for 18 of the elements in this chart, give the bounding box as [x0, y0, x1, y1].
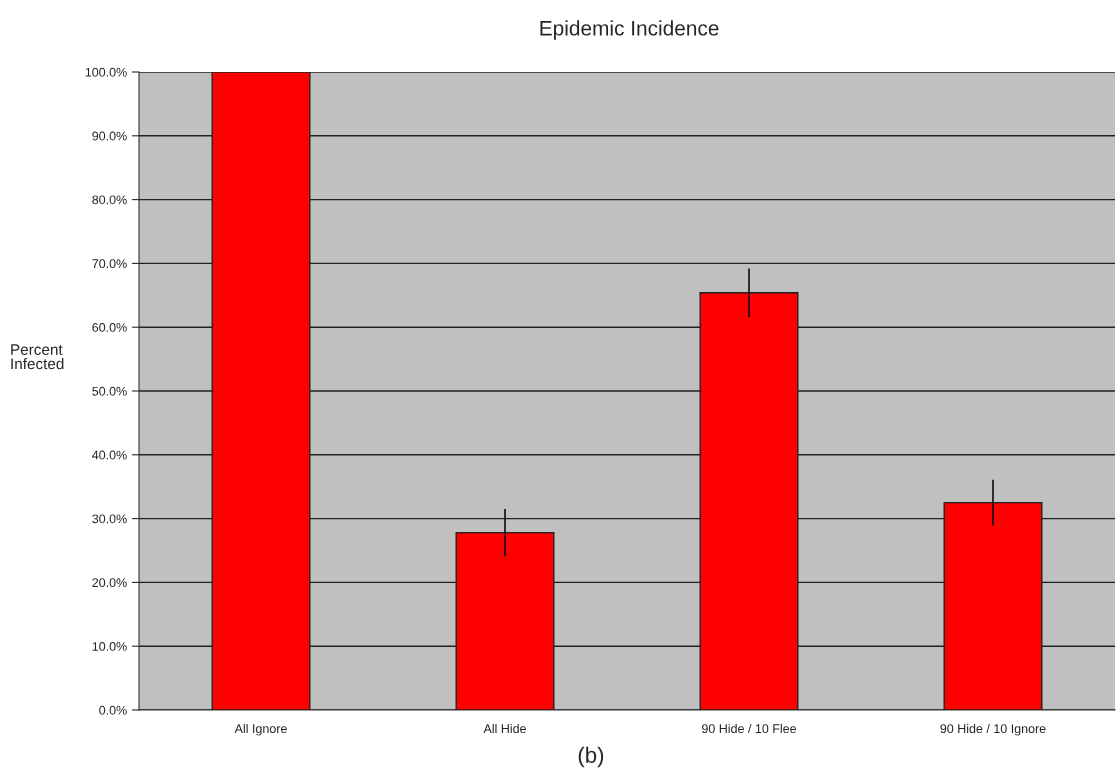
- y-tick-label: 90.0%: [92, 131, 127, 141]
- y-tick-label: 40.0%: [92, 450, 127, 460]
- y-axis-title: Percent Infected: [11, 344, 64, 370]
- y-tick-label: 30.0%: [92, 514, 127, 524]
- text: (b): [578, 746, 604, 768]
- y-tick-label: 70.0%: [92, 259, 127, 269]
- y-tick-label: 10.0%: [92, 642, 127, 651]
- y-tick-label: 60.0%: [92, 323, 127, 332]
- y-tick-label: 80.0%: [92, 195, 127, 205]
- x-tick-label: All Ignore: [234, 723, 287, 736]
- y-tick-label: 50.0%: [92, 386, 127, 396]
- y-tick-label: 100.0%: [85, 67, 127, 77]
- x-tick-label: 90 Hide / 10 Ignore: [940, 723, 1046, 736]
- y-tick-label: 20.0%: [92, 578, 127, 588]
- chart-title: Epidemic Incidence: [540, 20, 719, 40]
- y-tick-label: 0.0%: [99, 705, 127, 715]
- x-tick-label: 90 Hide / 10 Flee: [701, 723, 797, 734]
- x-tick-label: All Hide: [483, 723, 526, 734]
